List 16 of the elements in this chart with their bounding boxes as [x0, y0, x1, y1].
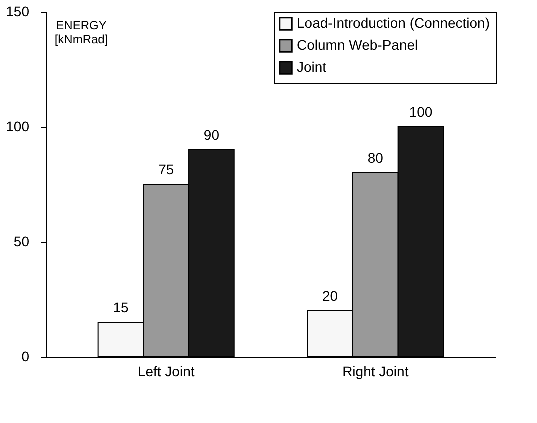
legend-label: Joint: [297, 59, 327, 75]
y-tick-label: 0: [22, 348, 30, 364]
data-label: 80: [368, 150, 384, 166]
data-label: 100: [409, 104, 433, 120]
legend-label: Column Web-Panel: [297, 37, 418, 53]
data-label: 75: [158, 162, 174, 178]
data-label: 20: [322, 288, 338, 304]
y-tick-label: 50: [14, 234, 30, 250]
legend-label: Load-Introduction (Connection): [297, 15, 490, 31]
data-label: 90: [204, 127, 220, 143]
x-tick-label: Right Joint: [342, 364, 409, 380]
data-label: 15: [113, 300, 129, 316]
y-axis-title: ENERGY [kNmRad]: [54, 18, 108, 46]
x-tick-label: Left Joint: [138, 364, 195, 380]
y-tick-label: 100: [6, 118, 30, 134]
y-tick-label: 150: [6, 4, 30, 20]
